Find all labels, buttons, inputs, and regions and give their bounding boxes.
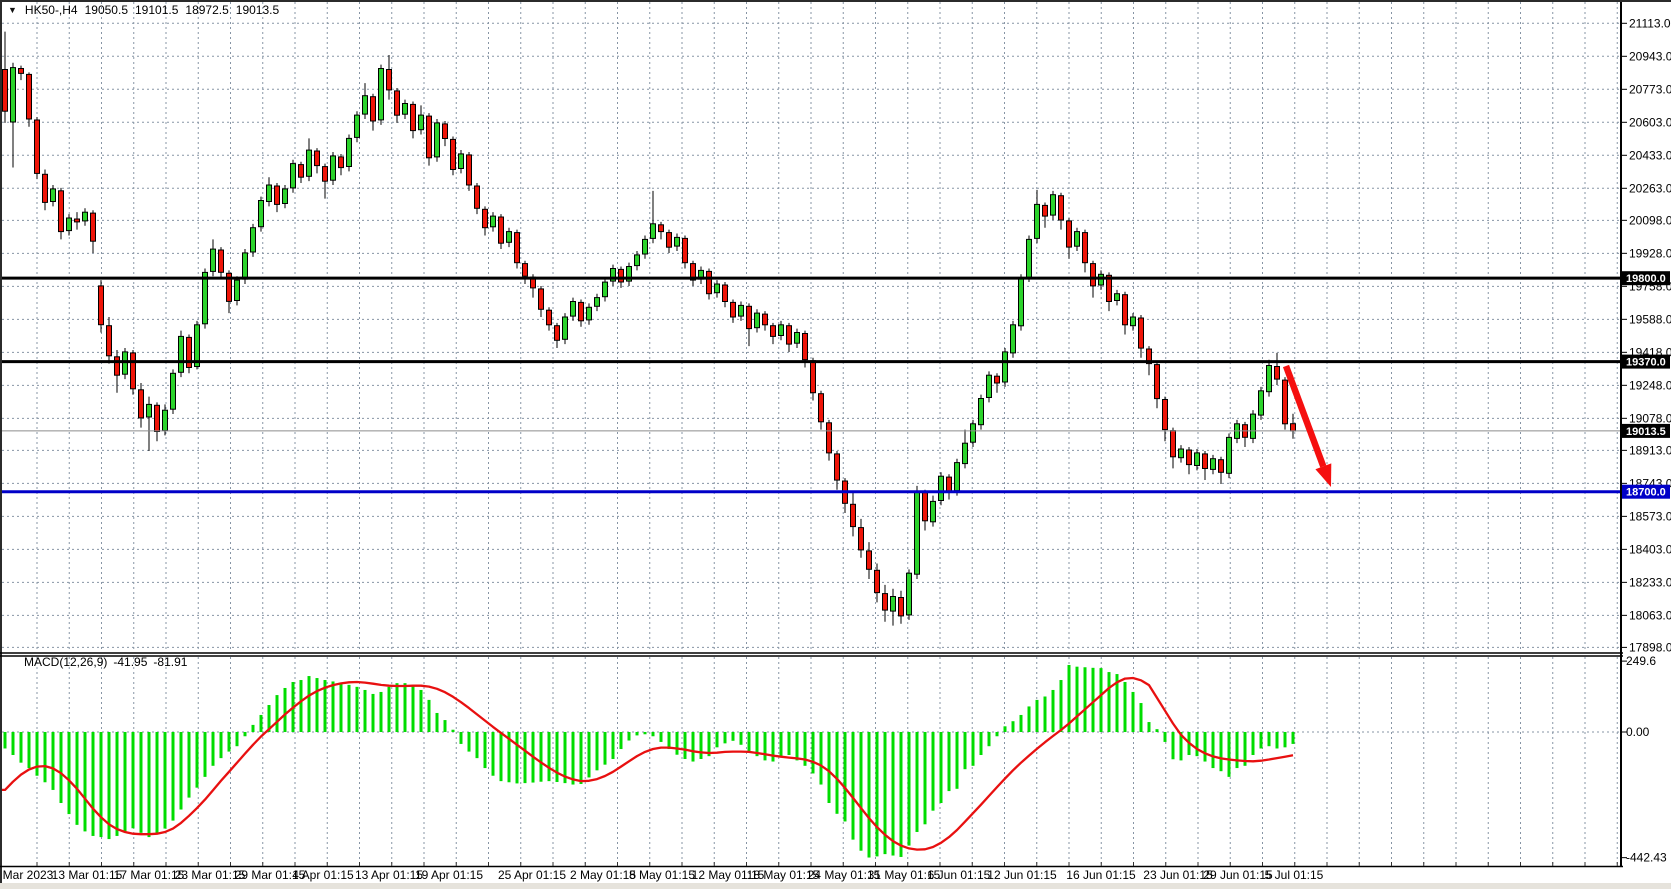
svg-text:5 Jul 01:15: 5 Jul 01:15 (1265, 868, 1324, 882)
svg-text:19248.0: 19248.0 (1629, 378, 1671, 392)
svg-text:17898.0: 17898.0 (1629, 640, 1671, 654)
ohlc-low: 18972.5 (185, 3, 229, 17)
svg-text:31 May 01:15: 31 May 01:15 (868, 868, 941, 882)
svg-text:13 Apr 01:15: 13 Apr 01:15 (355, 868, 423, 882)
svg-text:18700.0: 18700.0 (1626, 487, 1666, 499)
svg-text:20943.0: 20943.0 (1629, 49, 1671, 63)
price-axis[interactable]: 21113.0 20943.0 20773.0 20603.0 20433.0 20263… (1621, 16, 1671, 654)
candles-layer (2, 31, 1296, 626)
svg-text:16 Jun 01:15: 16 Jun 01:15 (1066, 868, 1136, 882)
price-level-badge (1622, 271, 1670, 286)
svg-text:249.6: 249.6 (1626, 654, 1656, 668)
svg-text:6 Jun 01:15: 6 Jun 01:15 (928, 868, 991, 882)
svg-text:8 May 01:15: 8 May 01:15 (629, 868, 695, 882)
price-level-badge (1622, 423, 1670, 438)
svg-text:18063.0: 18063.0 (1629, 608, 1671, 622)
ohlc-close: 19013.5 (235, 3, 280, 17)
svg-text:19370.0: 19370.0 (1626, 357, 1666, 369)
svg-text:19013.5: 19013.5 (1626, 426, 1666, 438)
svg-text:4 Apr 01:15: 4 Apr 01:15 (292, 868, 354, 882)
svg-text:0.00: 0.00 (1626, 725, 1650, 739)
svg-text:12 Jun 01:15: 12 Jun 01:15 (987, 868, 1057, 882)
svg-text:18 May 01:15: 18 May 01:15 (747, 868, 820, 882)
svg-text:19800.0: 19800.0 (1626, 273, 1666, 285)
ohlc-high: 19101.5 (135, 3, 179, 17)
macd-signal-line (2, 676, 1294, 851)
svg-text:20263.0: 20263.0 (1629, 181, 1671, 195)
ohlc-open: 19050.5 (84, 3, 128, 17)
svg-text:23 Jun 01:15: 23 Jun 01:15 (1143, 868, 1213, 882)
svg-text:7 Mar 2023: 7 Mar 2023 (0, 868, 54, 882)
svg-text:20098.0: 20098.0 (1629, 213, 1671, 227)
svg-text:18233.0: 18233.0 (1629, 575, 1671, 589)
svg-text:19 Apr 01:15: 19 Apr 01:15 (415, 868, 483, 882)
macd-histogram (3, 664, 1295, 858)
svg-text:-442.43: -442.43 (1626, 851, 1667, 865)
svg-text:13 Mar 01:15: 13 Mar 01:15 (52, 868, 123, 882)
symbol-period-label: HK50-,H4 (24, 3, 78, 17)
svg-text:19078.0: 19078.0 (1629, 411, 1671, 425)
svg-text:24 May 01:15: 24 May 01:15 (808, 868, 881, 882)
svg-text:18403.0: 18403.0 (1629, 542, 1671, 556)
svg-text:19588.0: 19588.0 (1629, 312, 1671, 326)
price-level-badges: 19800.0 19370.0 18700.0 19013.5 (1622, 271, 1670, 499)
svg-text:29 Jun 01:15: 29 Jun 01:15 (1203, 868, 1273, 882)
svg-text:29 Mar 01:15: 29 Mar 01:15 (235, 868, 306, 882)
svg-text:18913.0: 18913.0 (1629, 443, 1671, 457)
svg-text:12 May 01:15: 12 May 01:15 (692, 868, 765, 882)
chart-dropdown-icon[interactable]: ▼ (8, 5, 17, 15)
macd-axis[interactable]: 249.6 0.00 -442.43 (1621, 654, 1667, 865)
svg-text:19928.0: 19928.0 (1629, 246, 1671, 260)
svg-text:21113.0: 21113.0 (1629, 16, 1671, 30)
macd-indicator-label: MACD(12,26,9) -41.95 -81.91 (24, 655, 193, 669)
svg-text:25 Apr 01:15: 25 Apr 01:15 (498, 868, 566, 882)
price-level-badge (1622, 484, 1670, 499)
svg-text:20433.0: 20433.0 (1629, 148, 1671, 162)
svg-text:20773.0: 20773.0 (1629, 82, 1671, 96)
bottom-scroll-strip[interactable] (0, 883, 1671, 889)
macd-name: MACD(12,26,9) (24, 655, 108, 669)
svg-text:17 Mar 01:15: 17 Mar 01:15 (114, 868, 185, 882)
chart-title: ▼ HK50-,H4 19050.5 19101.5 18972.5 19013… (8, 3, 286, 17)
svg-text:2 May 01:15: 2 May 01:15 (570, 868, 636, 882)
price-level-badge (1622, 354, 1670, 369)
macd-value: -41.95 (113, 655, 148, 669)
svg-text:18573.0: 18573.0 (1629, 509, 1671, 523)
macd-signal-value: -81.91 (153, 655, 188, 669)
trend-arrow[interactable] (1282, 364, 1332, 487)
svg-text:23 Mar 01:15: 23 Mar 01:15 (175, 868, 246, 882)
svg-text:20603.0: 20603.0 (1629, 115, 1671, 129)
